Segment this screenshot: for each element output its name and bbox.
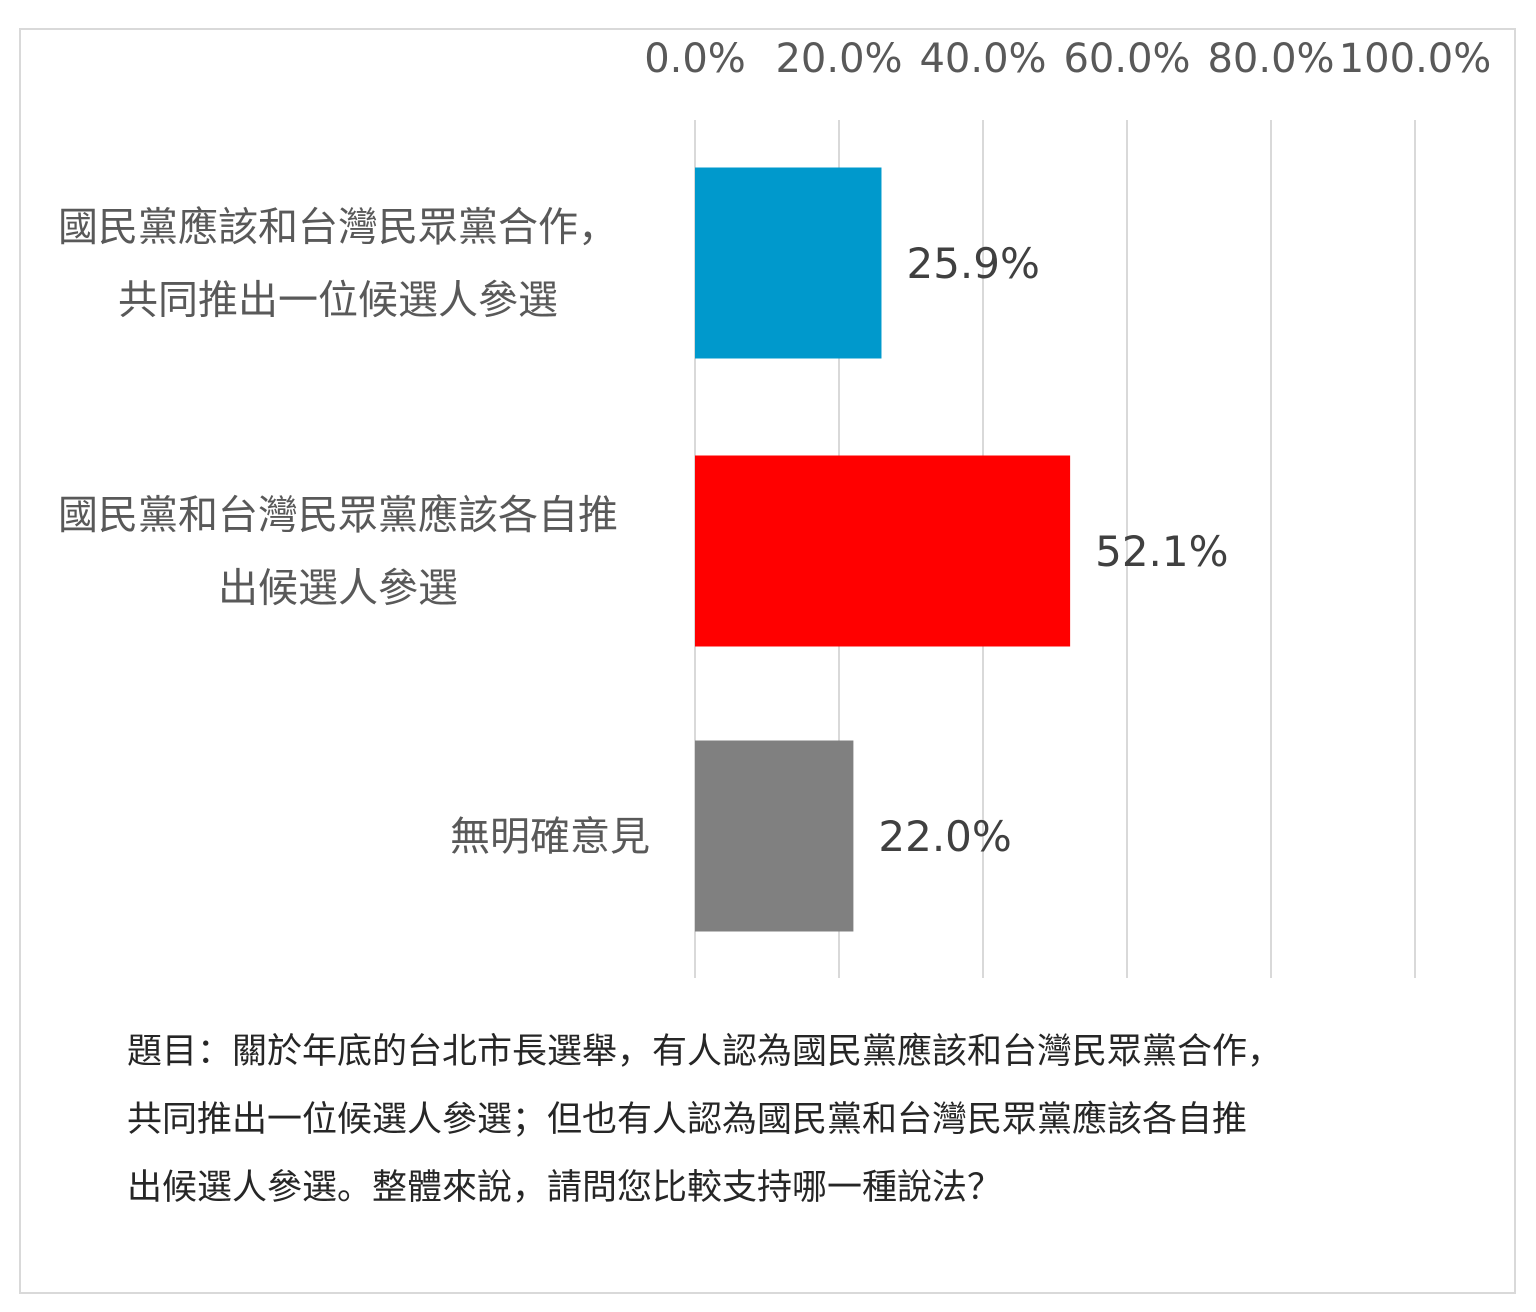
x-tick-label: 100.0%	[1339, 36, 1492, 82]
category-label: 國民黨應該和台灣民眾黨合作，	[58, 205, 618, 251]
x-tick-label: 20.0%	[775, 36, 902, 82]
category-label: 國民黨和台灣民眾黨應該各自推	[58, 493, 618, 539]
data-labels: 25.9% 52.1% 22.0%	[878, 239, 1228, 861]
x-tick-label: 40.0%	[919, 36, 1046, 82]
x-axis-tick-labels: 0.0% 20.0% 40.0% 60.0% 80.0% 100.0%	[644, 36, 1491, 82]
bar	[695, 740, 854, 932]
data-label: 22.0%	[878, 812, 1011, 861]
x-tick-label: 60.0%	[1063, 36, 1190, 82]
category-labels: 國民黨應該和台灣民眾黨合作， 共同推出一位候選人參選國民黨和台灣民眾黨應該各自推出…	[58, 205, 650, 861]
x-tick-label: 80.0%	[1207, 36, 1334, 82]
category-label: 無明確意見	[450, 814, 650, 860]
x-tick-label: 0.0%	[644, 36, 746, 82]
question-footnote: 題目：關於年底的台北市長選舉，有人認為國民黨應該和台灣民眾黨合作， 共同推出一位…	[127, 1018, 1477, 1222]
category-label: 共同推出一位候選人參選	[118, 278, 558, 324]
bar	[695, 455, 1071, 647]
footnote-line-2: 共同推出一位候選人參選；但也有人認為國民黨和台灣民眾黨應該各自推	[127, 1100, 1248, 1140]
data-label: 25.9%	[906, 239, 1039, 288]
bars	[695, 167, 1071, 932]
footnote-line-3: 出候選人參選。整體來說，請問您比較支持哪一種說法？	[127, 1168, 1003, 1208]
category-label: 出候選人參選	[218, 566, 458, 612]
data-label: 52.1%	[1095, 527, 1228, 576]
bar	[695, 167, 882, 359]
footnote-line-1: 題目：關於年底的台北市長選舉，有人認為國民黨應該和台灣民眾黨合作，	[127, 1032, 1283, 1072]
